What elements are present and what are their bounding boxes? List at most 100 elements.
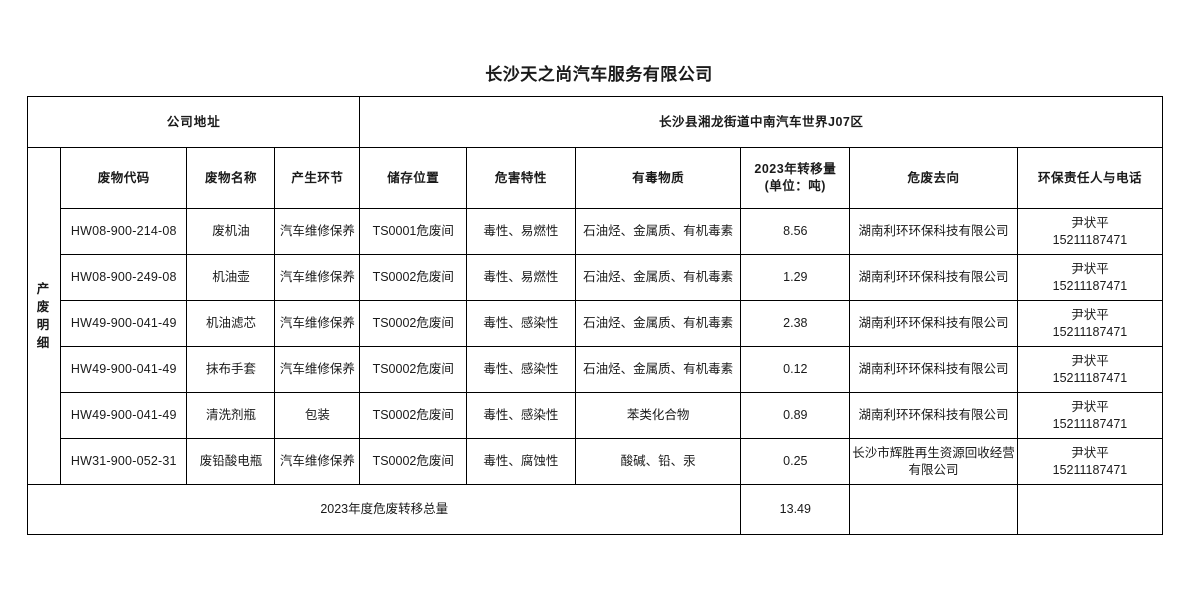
hazardous-waste-table: 公司地址 长沙县湘龙街道中南汽车世界J07区 产 废 明 细 废物代码 废物名称… [26,96,1164,535]
total-transfer-amount: 13.49 [740,484,851,535]
column-header-transfer-amount: 2023年转移量 (单位：吨) [740,147,851,209]
cell-waste-name: 清洗剂瓶 [186,392,276,439]
cell-responsible-person: 尹状平 15211187471 [1016,254,1164,301]
cell-transfer-amount: 0.25 [740,438,851,485]
cell-toxic-substance: 酸碱、铅、汞 [574,438,742,485]
cell-destination: 湖南利环环保科技有限公司 [849,208,1018,255]
cell-storage: TS0002危废间 [359,300,468,347]
total-destination-empty [849,484,1018,535]
cell-responsible-person: 尹状平 15211187471 [1016,300,1164,347]
cell-waste-code: HW49-900-041-49 [60,392,188,439]
person-name: 尹状平 [1071,307,1109,322]
cell-toxic-substance: 石油烃、金属质、有机毒素 [574,254,742,301]
cell-storage: TS0002危废间 [359,392,468,439]
person-name: 尹状平 [1071,353,1109,368]
cell-waste-name: 机油滤芯 [186,300,276,347]
cell-waste-name: 机油壶 [186,254,276,301]
cell-responsible-person: 尹状平 15211187471 [1016,392,1164,439]
person-phone: 15211187471 [1052,232,1128,247]
table-row: HW49-900-041-49 机油滤芯 汽车维修保养 TS0002危废间 毒性… [28,300,1164,347]
side-label-char: 细 [36,336,52,351]
address-row: 公司地址 长沙县湘龙街道中南汽车世界J07区 [26,96,1163,148]
cell-transfer-amount: 2.38 [740,300,851,347]
cell-stage: 汽车维修保养 [274,300,361,347]
cell-destination: 湖南利环环保科技有限公司 [849,392,1018,439]
cell-hazard: 毒性、腐蚀性 [466,438,576,485]
cell-stage: 汽车维修保养 [274,346,361,393]
cell-storage: TS0002危废间 [359,346,468,393]
cell-waste-code: HW49-900-041-49 [60,300,188,347]
cell-toxic-substance: 石油烃、金属质、有机毒素 [574,208,742,255]
person-name: 尹状平 [1071,399,1109,414]
table-row: HW49-900-041-49 清洗剂瓶 包装 TS0002危废间 毒性、感染性… [28,392,1164,439]
cell-hazard: 毒性、感染性 [466,300,576,347]
cell-waste-code: HW08-900-214-08 [60,208,188,255]
cell-hazard: 毒性、感染性 [466,346,576,393]
transfer-amount-line1: 2023年转移量 [754,162,837,177]
person-name: 尹状平 [1071,261,1109,276]
person-name: 尹状平 [1071,445,1109,460]
total-row: 2023年度危废转移总量 13.49 [26,484,1164,535]
table-header-row: 产 废 明 细 废物代码 废物名称 产生环节 储存位置 危害特性 有毒物质 20… [26,147,1164,485]
cell-hazard: 毒性、易燃性 [466,254,576,301]
table-row: HW08-900-214-08 废机油 汽车维修保养 TS0001危废间 毒性、… [28,208,1164,255]
cell-hazard: 毒性、感染性 [466,392,576,439]
cell-storage: TS0001危废间 [359,208,468,255]
cell-waste-code: HW08-900-249-08 [60,254,188,301]
person-phone: 15211187471 [1052,462,1128,477]
cell-destination: 湖南利环环保科技有限公司 [849,346,1018,393]
cell-toxic-substance: 石油烃、金属质、有机毒素 [574,300,742,347]
column-header-waste-name: 废物名称 [186,147,276,209]
hazardous-waste-table-container: 公司地址 长沙县湘龙街道中南汽车世界J07区 产 废 明 细 废物代码 废物名称… [26,96,1164,535]
table-body: 公司地址 长沙县湘龙街道中南汽车世界J07区 产 废 明 细 废物代码 废物名称… [26,96,1164,535]
cell-waste-name: 抹布手套 [186,346,276,393]
table-row: HW08-900-249-08 机油壶 汽车维修保养 TS0002危废间 毒性、… [28,254,1164,301]
cell-waste-code: HW49-900-041-49 [60,346,188,393]
cell-transfer-amount: 0.89 [740,392,851,439]
cell-stage: 汽车维修保养 [274,438,361,485]
cell-transfer-amount: 1.29 [740,254,851,301]
cell-destination: 湖南利环环保科技有限公司 [849,254,1018,301]
document-title: 长沙天之尚汽车服务有限公司 [485,65,713,84]
cell-hazard: 毒性、易燃性 [466,208,576,255]
cell-waste-name: 废铅酸电瓶 [186,438,276,485]
side-label-char: 废 [36,299,52,314]
transfer-amount-line2: (单位：吨) [764,179,826,193]
total-person-empty [1016,484,1164,535]
table-row: HW31-900-052-31 废铅酸电瓶 汽车维修保养 TS0002危废间 毒… [28,438,1164,485]
side-label-char: 明 [36,318,52,332]
cell-waste-name: 废机油 [186,208,276,255]
person-phone: 15211187471 [1052,324,1128,339]
cell-destination: 长沙市辉胜再生资源回收经营有限公司 [849,438,1018,485]
column-header-storage: 储存位置 [359,147,468,209]
cell-responsible-person: 尹状平 15211187471 [1016,346,1164,393]
cell-transfer-amount: 0.12 [740,346,851,393]
cell-destination: 湖南利环环保科技有限公司 [849,300,1018,347]
person-phone: 15211187471 [1052,416,1128,431]
column-header-destination: 危废去向 [849,147,1018,209]
cell-stage: 汽车维修保养 [274,208,361,255]
cell-storage: TS0002危废间 [359,438,468,485]
column-header-stage: 产生环节 [274,147,361,209]
cell-storage: TS0002危废间 [359,254,468,301]
table-row: HW49-900-041-49 抹布手套 汽车维修保养 TS0002危废间 毒性… [28,346,1164,393]
cell-stage: 包装 [274,392,361,439]
column-header-hazard: 危害特性 [466,147,576,209]
column-header-responsible-person: 环保责任人与电话 [1016,147,1164,209]
side-label-char: 产 [36,281,52,296]
person-name: 尹状平 [1071,215,1109,230]
cell-responsible-person: 尹状平 15211187471 [1016,438,1164,485]
total-label: 2023年度危废转移总量 [26,484,742,535]
person-phone: 15211187471 [1052,278,1128,293]
column-header-waste-code: 废物代码 [60,147,188,209]
side-label-waste-detail: 产 废 明 细 [26,147,62,485]
cell-toxic-substance: 石油烃、金属质、有机毒素 [574,346,742,393]
company-address-value: 长沙县湘龙街道中南汽车世界J07区 [359,96,1163,148]
cell-responsible-person: 尹状平 15211187471 [1016,208,1164,255]
cell-stage: 汽车维修保养 [274,254,361,301]
column-header-toxic-substance: 有毒物质 [574,147,742,209]
cell-transfer-amount: 8.56 [740,208,851,255]
company-address-label: 公司地址 [26,96,361,148]
cell-toxic-substance: 苯类化合物 [574,392,742,439]
